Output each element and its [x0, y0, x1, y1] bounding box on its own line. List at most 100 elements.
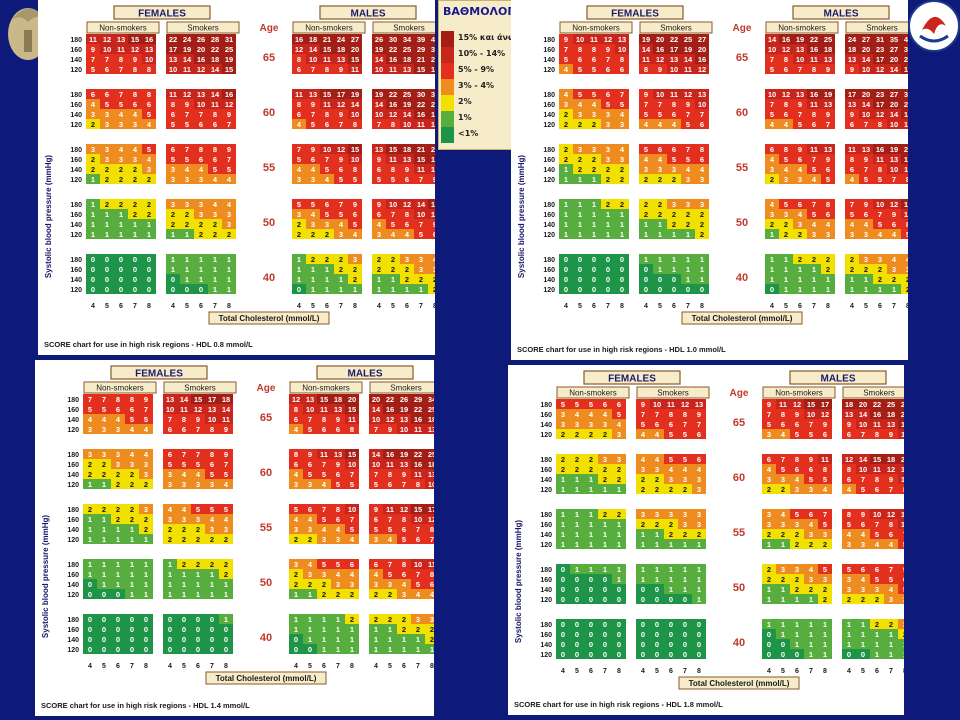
- risk-value: 2: [823, 540, 827, 549]
- risk-value: 2: [592, 155, 596, 164]
- risk-cell: [86, 164, 100, 174]
- risk-cell: [114, 164, 128, 174]
- risk-value: 9: [864, 200, 868, 209]
- risk-value: 3: [767, 520, 771, 529]
- risk-value: 2: [430, 635, 434, 644]
- risk-cell: [219, 579, 233, 589]
- risk-cell: [180, 284, 194, 294]
- risk-value: 22: [386, 395, 394, 404]
- risk-value: 2: [130, 505, 134, 514]
- risk-value: 1: [88, 525, 92, 534]
- risk-cell: [653, 89, 667, 99]
- risk-value: 14: [375, 100, 384, 109]
- risk-cell: [898, 619, 904, 629]
- risk-cell: [653, 209, 667, 219]
- risk-cell: [334, 209, 348, 219]
- risk-cell: [695, 44, 709, 54]
- risk-value: 1: [564, 200, 568, 209]
- risk-value: 6: [826, 165, 830, 174]
- risk-value: 2: [795, 585, 799, 594]
- risk-cell: [142, 89, 156, 99]
- risk-value: 0: [575, 640, 579, 649]
- risk-value: 2: [199, 220, 203, 229]
- risk-value: 7: [119, 65, 123, 74]
- risk-cell: [345, 514, 359, 524]
- cholesterol-tick: 4: [564, 303, 568, 310]
- risk-value: 1: [564, 175, 568, 184]
- risk-value: 10: [306, 405, 314, 414]
- risk-cell: [898, 509, 904, 519]
- risk-value: 12: [337, 100, 345, 109]
- risk-cell: [334, 164, 348, 174]
- risk-value: 10: [348, 505, 356, 514]
- risk-cell: [884, 464, 898, 474]
- risk-cell: [163, 449, 177, 459]
- risk-cell: [884, 619, 898, 629]
- risk-value: 7: [227, 155, 231, 164]
- risk-value: 3: [697, 475, 701, 484]
- risk-value: 2: [823, 595, 827, 604]
- risk-cell: [653, 119, 667, 129]
- risk-value: 1: [561, 510, 565, 519]
- risk-value: 6: [795, 420, 799, 429]
- risk-cell: [386, 209, 400, 219]
- risk-cell: [163, 479, 177, 489]
- risk-value: 1: [669, 565, 673, 574]
- risk-cell: [559, 44, 573, 54]
- risk-cell: [856, 484, 870, 494]
- risk-value: 1: [606, 210, 610, 219]
- risk-value: 3: [171, 165, 175, 174]
- risk-value: 4: [130, 425, 135, 434]
- risk-cell: [428, 174, 435, 184]
- risk-value: 5: [308, 425, 312, 434]
- legend-swatch: [441, 31, 454, 47]
- risk-cell: [873, 64, 887, 74]
- risk-cell: [166, 109, 180, 119]
- chart-caption: SCORE chart for use in high risk regions…: [514, 700, 723, 709]
- risk-cell: [664, 529, 678, 539]
- cholesterol-tick: 5: [311, 303, 315, 310]
- legend-swatch: [441, 47, 454, 63]
- risk-cell: [383, 469, 397, 479]
- chart-caption: SCORE chart for use in high risk regions…: [517, 345, 726, 354]
- risk-value: 18: [824, 45, 832, 54]
- risk-cell: [219, 424, 233, 434]
- risk-value: 2: [133, 210, 137, 219]
- risk-value: 16: [904, 155, 908, 164]
- risk-cell: [650, 454, 664, 464]
- risk-cell: [807, 199, 821, 209]
- risk-value: 0: [561, 595, 565, 604]
- risk-value: 27: [890, 90, 898, 99]
- risk-value: 12: [292, 395, 300, 404]
- risk-cell: [859, 199, 873, 209]
- risk-cell: [139, 534, 153, 544]
- risk-cell: [790, 509, 804, 519]
- risk-cell: [345, 634, 359, 644]
- risk-value: 4: [847, 530, 852, 539]
- risk-value: 1: [861, 630, 865, 639]
- risk-value: 8: [133, 65, 137, 74]
- risk-cell: [114, 209, 128, 219]
- age-label: 40: [736, 272, 748, 284]
- risk-value: 4: [168, 505, 173, 514]
- risk-value: 12: [400, 505, 408, 514]
- risk-cell: [804, 474, 818, 484]
- risk-cell: [598, 649, 612, 659]
- risk-cell: [205, 394, 219, 404]
- cholesterol-tick: 5: [185, 303, 189, 310]
- risk-cell: [289, 524, 303, 534]
- risk-cell: [821, 254, 835, 264]
- risk-value: 10: [904, 210, 908, 219]
- risk-cell: [97, 589, 111, 599]
- risk-cell: [194, 284, 208, 294]
- risk-value: 14: [417, 200, 426, 209]
- risk-value: 0: [795, 650, 799, 659]
- risk-cell: [793, 109, 807, 119]
- risk-value: 1: [875, 650, 879, 659]
- risk-cell: [372, 144, 386, 154]
- cholesterol-tick: 6: [196, 663, 200, 670]
- risk-value: 4: [182, 470, 187, 479]
- risk-cell: [86, 89, 100, 99]
- risk-value: 4: [644, 155, 649, 164]
- risk-cell: [331, 569, 345, 579]
